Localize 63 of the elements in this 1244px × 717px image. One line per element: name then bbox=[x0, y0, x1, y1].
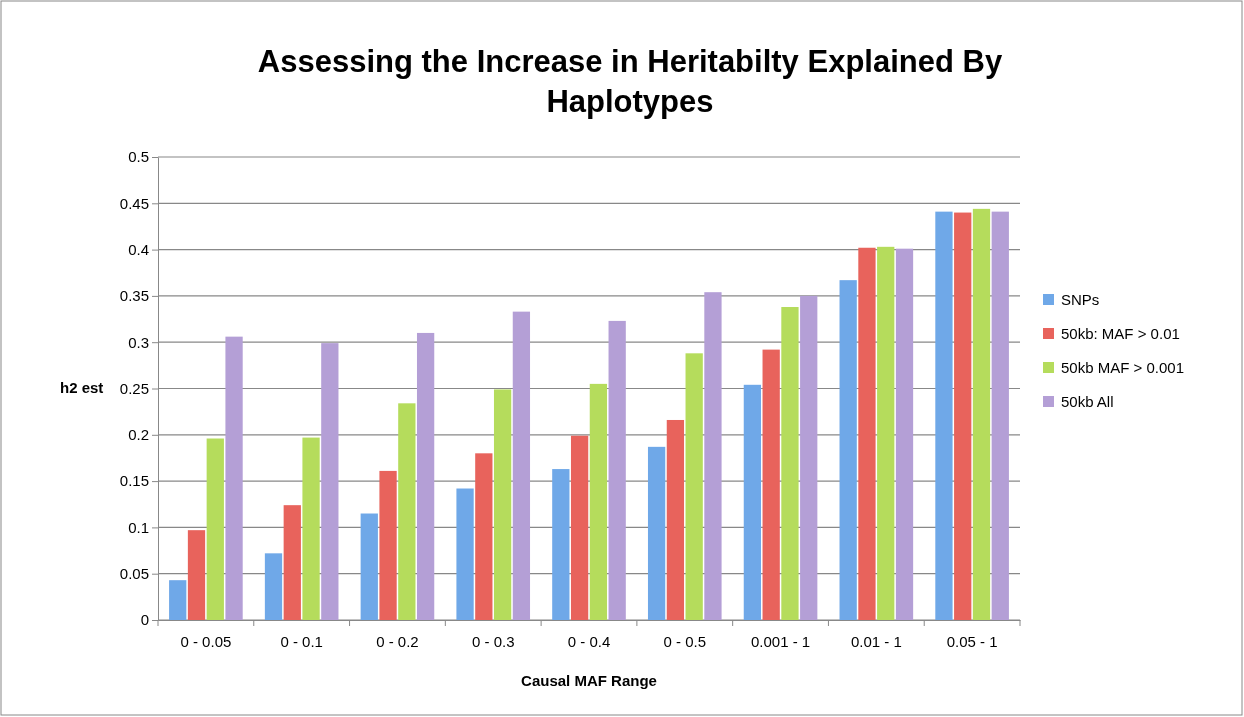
y-tick-label: 0.5 bbox=[128, 148, 149, 166]
bar bbox=[647, 446, 666, 620]
x-tick-label: 0.05 - 1 bbox=[946, 633, 998, 650]
legend-label: 50kb MAF > 0.001 bbox=[1061, 359, 1184, 376]
bar bbox=[302, 437, 320, 620]
x-tick-label: 0 - 0.1 bbox=[280, 633, 323, 650]
bar bbox=[589, 383, 608, 620]
bar bbox=[206, 438, 224, 620]
x-tick-label: 0.01 - 1 bbox=[850, 633, 902, 650]
bar bbox=[321, 343, 339, 620]
y-tick-label: 0.2 bbox=[128, 426, 149, 444]
x-tick-label: 0.001 - 1 bbox=[750, 633, 811, 650]
bar bbox=[416, 332, 435, 620]
bar bbox=[954, 212, 972, 620]
x-tick-label: 0 - 0.5 bbox=[663, 633, 707, 650]
x-tick-label: 0 - 0.2 bbox=[376, 633, 419, 650]
bar bbox=[552, 469, 570, 620]
legend-label: 50kb All bbox=[1061, 393, 1114, 410]
bar bbox=[512, 311, 531, 620]
bar bbox=[762, 349, 780, 620]
bar bbox=[743, 384, 762, 620]
bar bbox=[781, 307, 799, 620]
y-tick-label: 0.45 bbox=[119, 194, 149, 212]
bar bbox=[685, 353, 703, 620]
y-tick-label: 0.25 bbox=[119, 379, 149, 397]
bar bbox=[704, 292, 722, 620]
bar bbox=[877, 246, 895, 620]
bar bbox=[456, 488, 474, 620]
y-tick-label: 0.35 bbox=[119, 287, 149, 305]
bar bbox=[972, 208, 991, 620]
legend-label: SNPs bbox=[1061, 291, 1100, 308]
y-tick-label: 0.15 bbox=[119, 472, 149, 490]
bar bbox=[379, 470, 397, 620]
y-tick-label: 0.4 bbox=[128, 240, 149, 258]
legend-label: 50kb: MAF > 0.01 bbox=[1061, 325, 1180, 342]
bar bbox=[608, 320, 626, 620]
bar bbox=[800, 295, 818, 620]
bar bbox=[935, 211, 953, 620]
y-tick-label: 0.1 bbox=[128, 518, 149, 536]
bar bbox=[225, 336, 243, 620]
bar bbox=[169, 580, 187, 620]
y-axis-title: h2 est bbox=[60, 379, 104, 396]
bar bbox=[283, 505, 301, 620]
x-axis-title: Causal MAF Range bbox=[521, 672, 657, 689]
x-tick-label: 0 - 0.3 bbox=[471, 633, 515, 650]
y-tick-label: 0.3 bbox=[128, 333, 149, 351]
bar bbox=[570, 435, 589, 620]
bar bbox=[666, 419, 685, 620]
bar bbox=[398, 403, 416, 620]
y-tick-label: 0.05 bbox=[119, 565, 149, 582]
bar bbox=[895, 248, 914, 620]
bar bbox=[475, 453, 493, 620]
bar bbox=[264, 553, 283, 620]
chart-title: Assessing the Increase in Heritabilty Explained By Haplotypes bbox=[257, 44, 1003, 119]
x-tick-label: 0 - 0.4 bbox=[567, 633, 611, 650]
bar bbox=[493, 389, 512, 620]
bar bbox=[839, 280, 857, 620]
bar bbox=[187, 530, 206, 620]
y-tick-label: 0 bbox=[140, 611, 149, 629]
bar bbox=[360, 513, 378, 620]
bar bbox=[858, 247, 876, 620]
bar bbox=[991, 211, 1009, 620]
x-tick-label: 0 - 0.05 bbox=[180, 633, 232, 650]
